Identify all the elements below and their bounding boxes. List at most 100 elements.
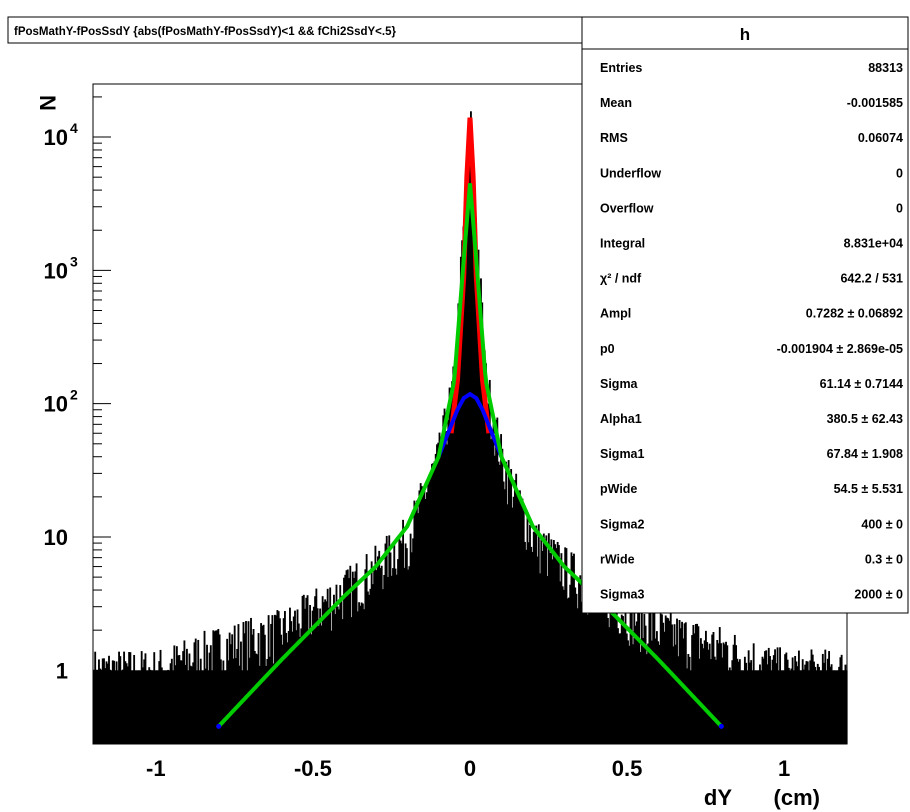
histogram-bin	[683, 623, 686, 744]
histogram-bin	[271, 615, 274, 744]
histogram-bin	[632, 644, 634, 744]
histogram-bin	[527, 542, 530, 744]
histogram-bin	[623, 626, 626, 744]
histogram-bin	[612, 604, 614, 744]
histogram-bin	[501, 448, 504, 744]
histogram-bin	[461, 240, 464, 745]
stat-label: rWide	[600, 552, 635, 566]
histogram-bin	[363, 609, 366, 744]
histogram-bin	[361, 603, 364, 744]
stats-title: h	[740, 25, 750, 44]
histogram-bin	[517, 495, 520, 744]
histogram-bin	[557, 545, 560, 744]
histogram-bin	[466, 173, 469, 744]
histogram-bin	[420, 486, 423, 744]
histogram-bin	[172, 670, 175, 744]
histogram-bin	[568, 597, 570, 744]
histogram-bin	[201, 670, 203, 744]
histogram-bin	[453, 366, 456, 744]
histogram-bin	[247, 621, 250, 744]
histogram-bin	[446, 444, 448, 744]
histogram-bin	[418, 490, 421, 744]
histogram-bin	[214, 630, 217, 744]
histogram-bin	[526, 516, 529, 744]
histogram-bin	[712, 632, 715, 744]
histogram-bin	[764, 651, 766, 744]
histogram-bin	[488, 379, 491, 744]
histogram-bin	[830, 664, 833, 744]
histogram-bin	[556, 541, 559, 744]
histogram-bin	[530, 546, 533, 744]
histogram-bin	[412, 538, 415, 744]
histogram-bin	[191, 666, 193, 744]
stat-label: Alpha1	[600, 412, 642, 426]
histogram-bin	[702, 648, 705, 744]
histogram-bin	[242, 622, 245, 744]
histogram-bin	[834, 670, 837, 744]
histogram-bin	[295, 630, 298, 744]
histogram-bin	[540, 535, 543, 744]
histogram-bin	[588, 611, 590, 744]
histogram-bin	[477, 249, 480, 745]
histogram-bin	[282, 618, 285, 744]
histogram-bin	[578, 578, 580, 744]
histogram-bin	[189, 665, 192, 744]
histogram-bin	[761, 656, 764, 744]
histogram-bin	[350, 617, 353, 744]
histogram-bin	[737, 661, 740, 744]
histogram-bin	[213, 631, 216, 744]
stat-value: -0.001904 ± 2.869e-05	[777, 342, 903, 356]
histogram-bin	[399, 540, 402, 744]
histogram-bin	[451, 381, 454, 744]
histogram-bin	[345, 570, 348, 744]
histogram-bin	[485, 363, 487, 744]
histogram-bin	[579, 575, 582, 744]
histogram-bin	[835, 670, 838, 744]
histogram-bin	[508, 473, 511, 744]
histogram-bin	[615, 603, 618, 744]
histogram-bin	[360, 602, 363, 744]
histogram-bin	[325, 601, 328, 744]
histogram-bin	[316, 608, 319, 744]
histogram-bin	[203, 630, 206, 744]
histogram-bin	[751, 670, 754, 744]
histogram-bin	[393, 544, 396, 744]
histogram-bin	[743, 656, 746, 744]
histogram-bin	[208, 652, 211, 744]
histogram-bin	[403, 567, 406, 744]
y-tick-label: 1	[56, 658, 68, 683]
histogram-bin	[491, 434, 494, 744]
histogram-bin	[227, 660, 230, 744]
histogram-bin	[570, 552, 573, 744]
histogram-bin	[659, 613, 662, 744]
histogram-bin	[321, 596, 324, 744]
histogram-bin	[429, 474, 432, 744]
histogram-bin	[836, 670, 839, 744]
histogram-bin	[407, 569, 410, 744]
histogram-bin	[353, 577, 355, 744]
histogram-bin	[315, 588, 318, 744]
histogram-bin	[438, 432, 441, 744]
histogram-bin	[226, 638, 229, 744]
histogram-bin	[748, 662, 751, 744]
histogram-bin	[609, 588, 612, 744]
histogram-bin	[400, 543, 403, 744]
histogram-bin	[452, 366, 455, 744]
histogram-bin	[742, 670, 745, 744]
histogram-bin	[449, 388, 452, 744]
stat-label: Integral	[600, 237, 645, 251]
histogram-bin	[614, 608, 617, 744]
histogram-bin	[736, 658, 739, 744]
histogram-bin	[346, 569, 349, 744]
histogram-bin	[374, 545, 377, 744]
histogram-bin	[667, 618, 670, 744]
histogram-bin	[301, 595, 304, 744]
histogram-bin	[364, 569, 367, 744]
histogram-bin	[529, 524, 531, 744]
histogram-bin	[341, 619, 344, 744]
histogram-bin	[148, 667, 151, 744]
histogram-bin	[414, 503, 417, 744]
histogram-bin	[715, 659, 717, 744]
histogram-bin	[673, 624, 676, 744]
histogram-bin	[331, 609, 334, 744]
